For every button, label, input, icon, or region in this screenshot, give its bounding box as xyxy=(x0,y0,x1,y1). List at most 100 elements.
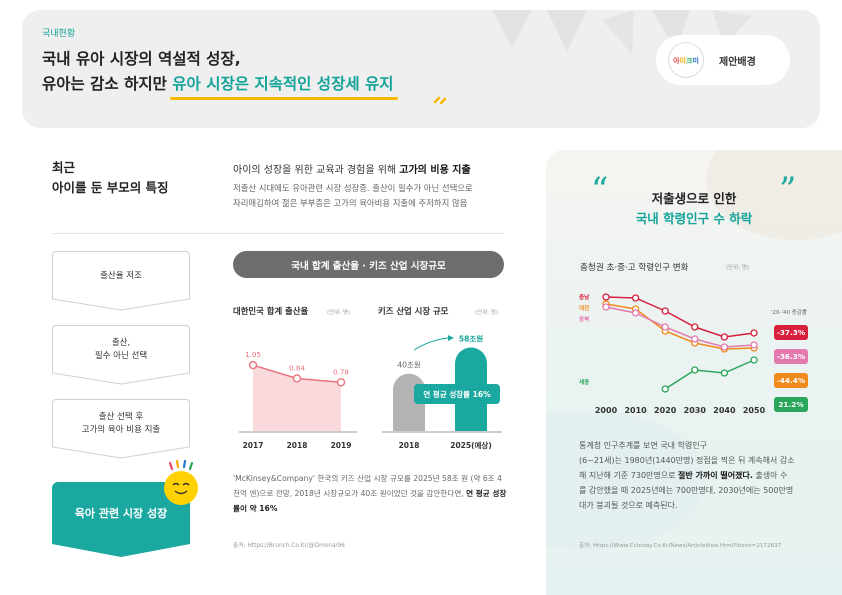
mckinsey-note: 'McKinsey&Company' 한국의 키즈 산업 시장 규모를 2025… xyxy=(233,471,507,516)
population-point xyxy=(691,366,699,374)
kids-chart-unit: (단위: 원) xyxy=(475,310,499,316)
panel-desc-line2: (6~21세)는 1980년(1440만명) 정점을 찍은 뒤 계속해서 감소 xyxy=(579,456,795,465)
features-headline: 아이의 성장을 위한 교육과 경험을 위해 고가의 비용 지출 xyxy=(233,161,471,176)
source-right: 출처: Https://Www.Cctoday.Co.Kr/News/Artic… xyxy=(579,543,782,549)
step-line1: 출산, xyxy=(111,338,131,348)
desc-line2: 자리매김하여 젊은 부부층은 고가의 육아비용 지출에 주저하지 않음 xyxy=(233,198,468,208)
population-series-line xyxy=(605,303,755,350)
fertility-x-tick: 2019 xyxy=(331,441,352,450)
fertility-point xyxy=(292,374,302,383)
step-card-shape xyxy=(52,251,190,311)
rate-badge-chungnam: -37.3% xyxy=(774,325,808,340)
rate-badge-chungbuk: -36.3% xyxy=(774,349,808,364)
population-legend-caption: '20-'40 증감률 xyxy=(771,310,807,316)
rate-badge-daejeon: -44.4% xyxy=(774,373,808,388)
population-point xyxy=(661,307,669,315)
population-series-line xyxy=(664,359,755,390)
panel-texture xyxy=(546,150,842,550)
step-text: 출산, 필수 아닌 선택 xyxy=(52,325,190,375)
page-title-line1: 국내 유아 시장의 역설적 성장, xyxy=(42,50,241,68)
population-chart-title: 충청권 초·중·고 학령인구 변화 xyxy=(580,263,689,273)
fertility-chart-title: 대한민국 합계 출산율 xyxy=(233,306,309,316)
section-eyebrow: 국내현황 xyxy=(42,29,76,39)
fertility-point xyxy=(248,360,258,370)
population-point xyxy=(720,333,729,341)
population-x-tick: 2050 xyxy=(742,406,766,415)
note-bold: 연 평균 성장률이 약 16% xyxy=(233,489,507,513)
population-point xyxy=(661,385,669,393)
panel-description: 통계청 인구추계를 보면 국내 학령인구 (6~21세)는 1980년(1440… xyxy=(579,438,815,513)
step-card-shape xyxy=(52,399,190,459)
features-title-line2: 아이를 둔 부모의 특징 xyxy=(52,180,169,195)
smiley-character-icon xyxy=(164,460,198,505)
step-line1: 출산 선택 후 xyxy=(98,412,144,422)
population-chart-unit: (단위: 명) xyxy=(726,265,750,271)
rate-badge-sejong: 21.2% xyxy=(774,397,808,412)
kids-value-label: 58조원 xyxy=(459,333,483,343)
features-title-line1: 최근 xyxy=(52,160,76,175)
quote-open-icon: “ xyxy=(591,170,609,210)
step-text: 출산율 저조 xyxy=(52,251,190,301)
panel-desc-line1: 통계청 인구추계를 보면 국내 학령인구 xyxy=(579,441,707,450)
growth-arrow-icon xyxy=(413,337,449,351)
features-description: 저출산 시대에도 유아관련 시장 성장중. 출산이 필수가 아닌 선택으로 자리… xyxy=(233,181,511,211)
step-card-1: 출산율 저조 xyxy=(52,251,190,311)
features-title: 최근 아이를 둔 부모의 특징 xyxy=(52,158,169,198)
population-x-tick: 2010 xyxy=(624,406,647,415)
fertility-line-chart: 1.05 2017 0.84 2018 0.78 2019 xyxy=(239,350,357,450)
population-series-label: 세종 xyxy=(579,380,590,386)
growth-arrowhead-icon xyxy=(448,335,454,341)
panel-desc-line4: 를 감안했을 때 2025년에는 700만명대, 2030년에는 500만명 xyxy=(579,486,794,495)
panel-desc-line3-tail: 출생아 수 xyxy=(752,471,788,480)
population-x-tick: 2000 xyxy=(594,406,618,415)
charts-header-pill: 국내 합계 출산율 · 키즈 산업 시장규모 xyxy=(233,251,504,278)
section-divider xyxy=(52,233,504,234)
population-point xyxy=(720,369,729,377)
source-left: 출처: Https://Brunch.Co.Kr/@Dmona/96 xyxy=(233,543,345,549)
panel-desc-line5: 대가 붕괴될 것으로 예측된다. xyxy=(579,501,678,510)
fertility-point xyxy=(336,378,346,387)
population-point xyxy=(750,341,758,349)
population-x-tick: 2020 xyxy=(654,406,677,415)
panel-desc-line3-bold: 절반 가까이 떨어졌다. xyxy=(678,471,753,480)
population-line-chart xyxy=(602,293,758,393)
quote-close-icon: ” xyxy=(779,170,797,210)
step-card-final: 육아 관련 시장 성장 xyxy=(52,482,190,558)
kids-x-tick: 2025(예상) xyxy=(450,440,492,450)
fertility-value-label: 0.84 xyxy=(289,363,305,372)
fertility-x-tick: 2017 xyxy=(243,441,264,450)
panel-title-line2: 국내 학령인구 수 하락 xyxy=(635,211,753,226)
population-point xyxy=(720,343,729,351)
growth-rate-label: 연 평균 성장률 16% xyxy=(414,384,500,404)
fertility-value-label: 0.78 xyxy=(333,367,349,376)
kids-x-tick: 2018 xyxy=(399,441,420,450)
step-line2: 필수 아닌 선택 xyxy=(94,351,148,361)
page-title-line2: 유아는 감소 하지만 유아 시장은 지속적인 성장세 유지 xyxy=(42,72,394,94)
population-point xyxy=(691,323,699,331)
fertility-value-label: 1.05 xyxy=(245,350,261,359)
panel-desc-line3-plain: 해 지난해 기준 730만명으로 xyxy=(579,471,679,480)
population-point xyxy=(750,356,758,364)
population-x-tick: 2030 xyxy=(683,406,706,415)
population-point xyxy=(661,323,669,331)
step-final-text: 육아 관련 시장 성장 xyxy=(74,506,168,520)
population-series-label: 충북 xyxy=(579,317,590,323)
population-point xyxy=(602,303,610,311)
proposal-badge: 아이크미 제안배경 xyxy=(656,35,790,85)
population-x-tick: 2040 xyxy=(713,406,736,415)
population-series-line xyxy=(605,296,755,338)
brand-logo: 아이크미 xyxy=(668,42,704,78)
note-plain: 'McKinsey&Company' 한국의 키즈 산업 시장 규모를 2025… xyxy=(233,474,502,498)
population-point xyxy=(631,309,640,317)
population-series-label: 충남 xyxy=(579,295,590,301)
headline-plain: 아이의 성장을 위한 교육과 경험을 위해 xyxy=(233,165,400,176)
proposal-badge-label: 제안배경 xyxy=(719,57,756,68)
population-point xyxy=(750,329,758,337)
fertility-x-tick: 2018 xyxy=(287,441,308,450)
population-series-label: 대전 xyxy=(579,306,590,312)
panel-desc-line3: 해 지난해 기준 730만명으로 절반 가까이 떨어졌다. 출생아 수 xyxy=(579,468,815,483)
step-card-shape xyxy=(52,325,190,385)
step-line1: 출산율 저조 xyxy=(100,270,142,281)
fertility-chart-unit: (단위: 명) xyxy=(327,310,351,316)
sparkle-icon xyxy=(433,96,447,105)
